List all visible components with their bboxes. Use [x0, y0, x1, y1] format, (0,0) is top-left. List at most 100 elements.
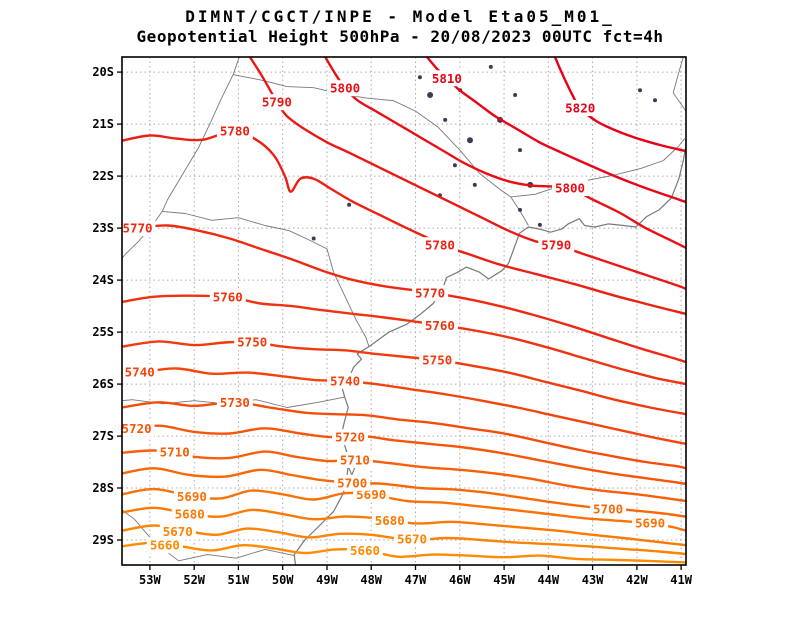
contour-label: 5780 — [425, 238, 455, 253]
contour-label: 5690 — [635, 515, 665, 530]
map-area — [122, 57, 686, 565]
lake-speck — [513, 93, 518, 97]
contour-line-5740 — [122, 367, 686, 445]
contour-label-mask — [209, 289, 246, 306]
x-axis-label: 44W — [537, 573, 559, 587]
lake-speck — [638, 88, 642, 93]
contour-label: 5680 — [375, 513, 405, 528]
contour-label-mask — [421, 237, 458, 254]
x-axis-label: 41W — [670, 573, 692, 587]
contour-label-mask — [119, 220, 156, 237]
y-axis-label: 26S — [92, 377, 114, 391]
contour-label-mask — [590, 500, 627, 517]
y-axis-label: 20S — [92, 65, 114, 79]
coastline — [293, 139, 686, 565]
y-axis-label: 28S — [92, 481, 114, 495]
contour-line-5760 — [122, 294, 686, 386]
contour-line-5670 — [122, 524, 686, 556]
lake-speck — [427, 92, 434, 98]
x-axis-label: 52W — [183, 573, 205, 587]
contour-label: 5810 — [432, 71, 462, 86]
x-axis-label: 53W — [139, 573, 161, 587]
y-axis-label: 23S — [92, 221, 114, 235]
y-axis-label: 22S — [92, 169, 114, 183]
y-axis-label: 25S — [92, 325, 114, 339]
contour-label-mask — [347, 542, 383, 559]
contour-label-mask — [562, 100, 599, 116]
lake-speck — [518, 148, 522, 153]
contour-label: 5670 — [163, 524, 193, 539]
contour-label: 5800 — [555, 181, 585, 196]
contour-label: 5790 — [541, 238, 571, 253]
contour-label: 5770 — [122, 221, 152, 236]
state-border — [510, 196, 529, 226]
contour-label: 5700 — [337, 475, 367, 490]
contour-label-mask — [156, 444, 193, 461]
state-border — [162, 210, 370, 347]
contour-label: 5760 — [213, 290, 243, 305]
contour-label-mask — [173, 488, 210, 505]
title-line-1: DIMNT/CGCT/INPE - Model Eta05_M01_ — [185, 7, 615, 26]
contour-label-mask — [421, 317, 458, 334]
y-axis-label: 29S — [92, 533, 114, 547]
contour-label-mask — [121, 364, 158, 381]
lake-speck — [311, 236, 316, 241]
state-border — [122, 509, 295, 562]
contour-label-mask — [258, 94, 295, 111]
contour-line-5800 — [324, 57, 686, 249]
contour-label-mask — [234, 333, 271, 350]
contour-label-mask — [371, 512, 408, 529]
contour-label: 5660 — [350, 543, 380, 558]
state-border — [233, 74, 511, 198]
lake-speck — [472, 182, 477, 187]
contour-label-mask — [118, 420, 155, 437]
contour-label: 5740 — [330, 373, 360, 388]
contour-label: 5670 — [397, 532, 427, 547]
contour-label: 5800 — [330, 81, 360, 96]
contour-line-5750 — [122, 340, 686, 416]
x-axis-label: 50W — [272, 573, 294, 587]
x-axis-label: 48W — [360, 573, 382, 587]
lake-speck — [347, 202, 352, 207]
x-axis-label: 45W — [493, 573, 515, 587]
y-axis-label: 24S — [92, 273, 114, 287]
contour-line-5660 — [122, 541, 686, 564]
contour-line-5780 — [122, 129, 686, 316]
x-axis-label: 49W — [316, 573, 338, 587]
contour-label-mask — [552, 180, 588, 196]
contour-label-mask — [159, 523, 196, 540]
lake-speck — [452, 163, 457, 168]
contour-line-5720 — [122, 424, 686, 486]
contour-label-mask — [394, 531, 430, 547]
contour-label-mask — [171, 506, 208, 522]
y-axis-label: 27S — [92, 429, 114, 443]
lake-speck — [537, 222, 542, 227]
contour-label-mask — [216, 394, 253, 411]
contour-label-mask — [216, 122, 253, 139]
contour-label: 5660 — [150, 538, 180, 553]
contour-label: 5680 — [175, 507, 205, 522]
contour-label: 5720 — [335, 430, 365, 445]
y-axis-label: 21S — [92, 117, 114, 131]
lake-speck — [653, 98, 657, 103]
map-border — [121, 56, 687, 566]
contour-label-mask — [336, 452, 373, 468]
state-border — [161, 57, 240, 212]
x-axis-label: 51W — [228, 573, 250, 587]
contour-label: 5760 — [425, 318, 455, 333]
contour-label: 5750 — [422, 353, 452, 368]
lake-speck — [467, 137, 473, 144]
contour-label-mask — [332, 429, 368, 446]
lake-speck — [518, 207, 522, 212]
contour-label: 5710 — [340, 453, 370, 468]
contour-label: 5730 — [220, 395, 250, 410]
contour-label-mask — [146, 537, 183, 554]
contour-line-5710 — [122, 449, 686, 503]
title-line-2: Geopotential Height 500hPa - 20/08/2023 … — [136, 27, 664, 46]
contour-label: 5780 — [220, 123, 250, 138]
state-border — [672, 57, 686, 112]
contour-label: 5790 — [262, 95, 292, 110]
x-axis-label: 46W — [449, 573, 471, 587]
